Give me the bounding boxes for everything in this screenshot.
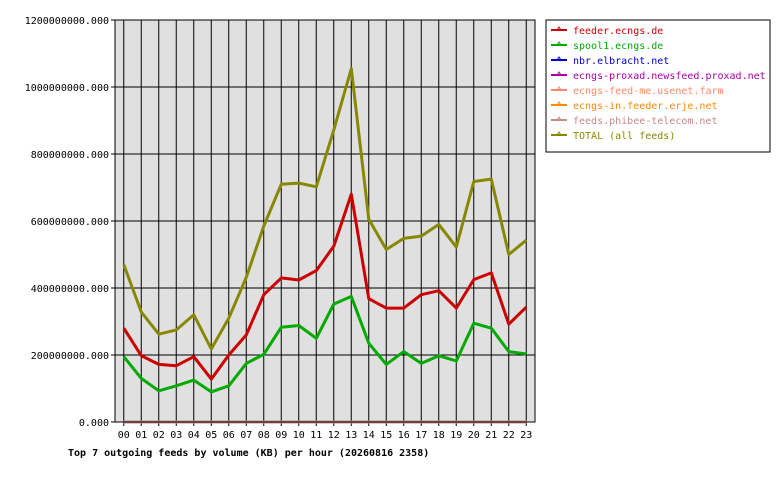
x-tick-label: 12 (328, 430, 340, 441)
x-tick-label: 14 (363, 430, 375, 441)
x-tick-label: 02 (153, 430, 165, 441)
x-axis: 00 01 02 03 04 05 06 07 08 09 10 11 12 13 14 15 16 17 18 19… (118, 422, 532, 441)
x-tick-label: 06 (223, 430, 235, 441)
x-tick-label: 18 (433, 430, 445, 441)
y-axis: 0.000 200000000.000 400000000.000 600000000… (25, 16, 115, 429)
y-tick-label: 1200000000.000 (25, 16, 109, 27)
legend: feeder.ecngs.de spool1.ecngs.de nbr.elbrac… (545, 19, 771, 153)
series-line-feeder-ecngs-de (122, 192, 528, 381)
legend-marker-icon (556, 116, 562, 121)
legend-label: ecngs-feed-me.usenet.farm (573, 86, 724, 97)
legend-label: ecngs-in.feeder.erje.net (573, 101, 718, 112)
x-tick-label: 01 (135, 430, 147, 441)
x-tick-label: 17 (415, 430, 427, 441)
y-tick-label: 600000000.000 (31, 217, 109, 228)
y-tick-label: 400000000.000 (31, 284, 109, 295)
x-tick-label: 21 (485, 430, 497, 441)
legend-label: feeds.phibee-telecom.net (573, 116, 718, 127)
x-tick-label: 15 (380, 430, 392, 441)
legend-label: ecngs-proxad.newsfeed.proxad.net (573, 71, 766, 82)
legend-box (545, 19, 771, 153)
x-tick-label: 20 (468, 430, 480, 441)
legend-label: feeder.ecngs.de (573, 26, 663, 37)
plot-frame (114, 19, 536, 423)
x-tick-label: 16 (398, 430, 410, 441)
y-tick-label: 200000000.000 (31, 351, 109, 362)
legend-label: spool1.ecngs.de (573, 41, 663, 52)
x-tick-label: 00 (118, 430, 130, 441)
y-tick-label: 1000000000.000 (25, 83, 109, 94)
x-tick-label: 11 (310, 430, 322, 441)
x-tick-label: 05 (205, 430, 217, 441)
series-line-spool1-ecngs-de (122, 294, 527, 394)
x-tick-label: 19 (450, 430, 462, 441)
x-tick-label: 08 (258, 430, 270, 441)
y-tick-label: 0.000 (79, 418, 109, 429)
legend-marker-icon (556, 101, 562, 106)
x-tick-label: 22 (503, 430, 515, 441)
legend-marker-icon (556, 41, 562, 46)
x-tick-label: 10 (293, 430, 305, 441)
legend-marker-icon (556, 86, 562, 91)
legend-label: TOTAL (all feeds) (573, 131, 675, 142)
legend-marker-icon (556, 71, 562, 76)
x-tick-label: 03 (170, 430, 182, 441)
x-tick-label: 23 (520, 430, 532, 441)
series-line-total-all-feeds- (122, 67, 528, 351)
x-tick-label: 04 (188, 430, 200, 441)
legend-marker-icon (556, 56, 562, 61)
legend-marker-icon (556, 26, 562, 31)
legend-marker-icon (556, 131, 562, 136)
y-tick-label: 800000000.000 (31, 150, 109, 161)
x-tick-label: 09 (275, 430, 287, 441)
legend-label: nbr.elbracht.net (573, 56, 669, 67)
x-tick-label: 13 (345, 430, 357, 441)
chart-title: Top 7 outgoing feeds by volume (KB) per … (68, 447, 429, 459)
x-tick-label: 07 (240, 430, 252, 441)
